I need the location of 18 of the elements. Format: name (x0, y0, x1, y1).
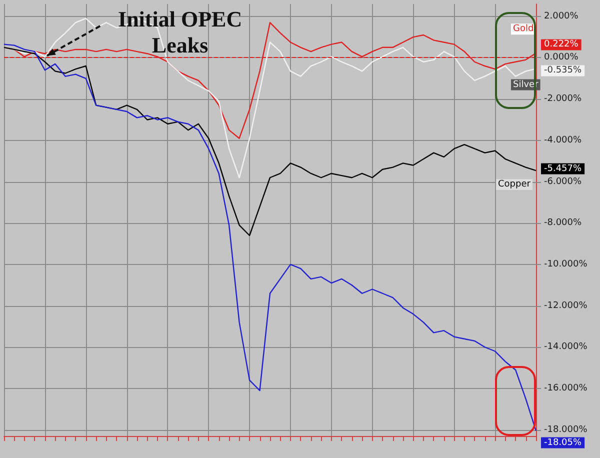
y-tick-label: 0.000% (544, 52, 579, 63)
y-tick-label: -12.000% (544, 300, 588, 311)
data-label: -0.535% (544, 66, 582, 76)
y-tick-label: -14.000% (544, 342, 588, 352)
y-tick-label: -4.000% (544, 135, 582, 146)
y-tick-label: -16.000% (544, 383, 588, 394)
y-tick-label: -8.000% (544, 218, 582, 228)
text: Gold (513, 24, 534, 34)
data-label: -5.457% (544, 164, 582, 174)
y-tick-label: -2.000% (544, 94, 582, 104)
annotation: Initial OPEC Leaks (118, 6, 242, 58)
y-tick-label: -10.000% (544, 259, 588, 270)
y-tick-label: -6.000% (544, 176, 582, 187)
data-label: -18.05% (544, 438, 582, 448)
y-tick-label: 2.000% (544, 11, 579, 22)
data-label: 0.222% (544, 40, 579, 50)
y-tick-label: -18.000% (544, 424, 588, 435)
series-label: Copper (498, 180, 531, 190)
